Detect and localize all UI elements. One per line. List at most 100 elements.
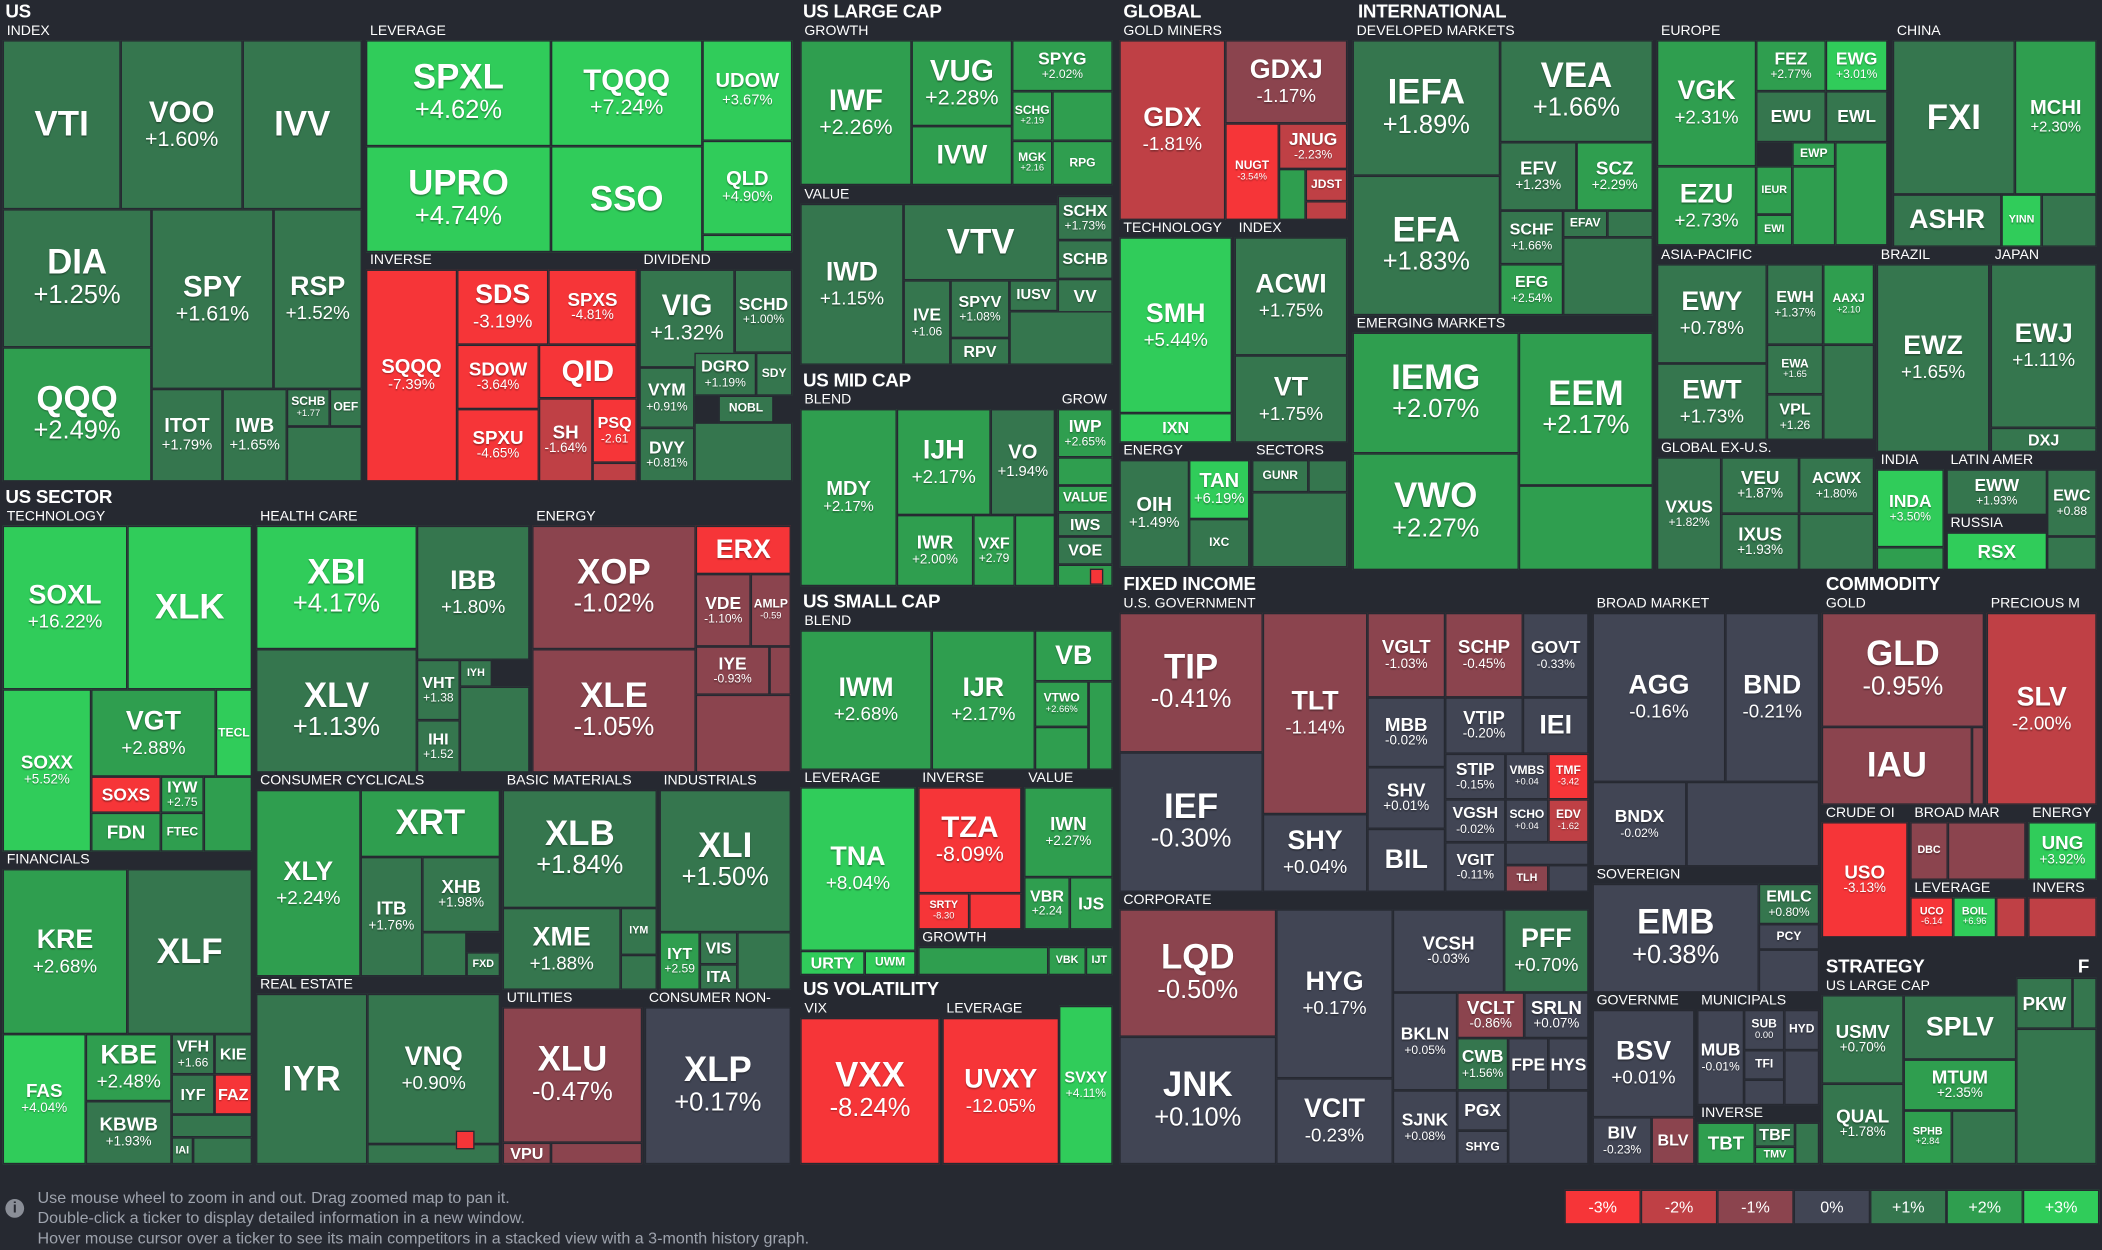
ticker-tile-xlu[interactable]: XLU -0.47% [502,1007,643,1143]
ticker-tile-ijs[interactable]: IJS [1069,877,1113,930]
ticker-tile-ung[interactable]: UNG +3.92% [2028,822,2097,880]
ticker-tile-boil[interactable]: BOIL +6.96 [1953,897,1997,938]
ticker-tile-sqqq[interactable]: SQQQ -7.39% [365,269,458,482]
ticker-tile-bkln[interactable]: BKLN +0.05% [1392,992,1458,1091]
ticker-tile-vglt[interactable]: VGLT -1.03% [1367,612,1446,698]
ticker-tile-vgsh[interactable]: VGSH -0.02% [1445,799,1506,843]
ticker-tile-yinn[interactable]: YINN [2001,194,2042,247]
ticker-tile-ijh[interactable]: IJH +2.17% [896,409,991,516]
ticker-tile-sds[interactable]: SDS -3.19% [457,269,549,345]
ticker-tile-xbi[interactable]: XBI +4.17% [256,525,417,650]
ticker-tile-ief[interactable]: IEF -0.30% [1119,752,1263,892]
ticker-tile-soxx[interactable]: SOXX +5.52% [2,689,92,852]
ticker-tile-mchi[interactable]: MCHI +2.30% [2014,40,2097,195]
ticker-tile-tmf[interactable]: TMF -3.42 [1548,753,1589,800]
ticker-tile-agg[interactable]: AGG -0.16% [1592,612,1726,782]
ticker-tile-shv[interactable]: SHV +0.01% [1367,767,1446,829]
ticker-tile-vtwo[interactable]: VTWO +2.66% [1034,681,1089,727]
ticker-tile-ive[interactable]: IVE +1.06 [903,280,951,365]
ticker-tile-fez[interactable]: FEZ +2.77% [1756,40,1826,92]
ticker-tile-slv[interactable]: SLV -2.00% [1986,612,2097,805]
ticker-tile-tip[interactable]: TIP -0.41% [1119,612,1263,753]
ticker-tile-xlf[interactable]: XLF [127,869,253,1035]
ticker-tile-efa[interactable]: EFA +1.83% [1352,175,1501,316]
ticker-tile-govt[interactable]: GOVT -0.33% [1522,612,1589,698]
ticker-tile-dia[interactable]: DIA +1.25% [2,209,152,348]
ticker-tile-qual[interactable]: QUAL +1.78% [1821,1083,1904,1165]
ticker-tile-qld[interactable]: QLD +4.90% [702,140,793,235]
ticker-tile-ewh[interactable]: EWH +1.37% [1766,264,1824,345]
ticker-tile-upro[interactable]: UPRO +4.74% [365,146,551,253]
ticker-tile-vxf[interactable]: VXF +2.79 [973,515,1015,587]
ticker-tile-vxx[interactable]: VXX -8.24% [800,1017,940,1165]
ticker-tile-kbwb[interactable]: KBWB +1.93% [85,1101,172,1165]
ticker-tile-qqq[interactable]: QQQ +2.49% [2,347,152,482]
ticker-tile-fdn[interactable]: FDN [91,812,161,852]
ticker-tile-ezu[interactable]: EZU +2.73% [1656,166,1757,246]
ticker-tile-ewi[interactable]: EWI [1756,214,1793,246]
ticker-tile-tza[interactable]: TZA -8.09% [918,787,1022,894]
ticker-tile-soxl[interactable]: SOXL +16.22% [2,525,128,690]
ticker-tile-stip[interactable]: STIP -0.15% [1445,753,1506,800]
ticker-tile-ewc[interactable]: EWC +0.88 [2047,469,2097,537]
legend-cell[interactable]: +3% [2022,1189,2100,1225]
ticker-tile-iwd[interactable]: IWD +1.15% [800,203,904,365]
ticker-tile-ftec[interactable]: FTEC [160,812,204,852]
ticker-tile-oih[interactable]: OIH +1.49% [1119,460,1190,568]
ticker-tile-xlk[interactable]: XLK [127,525,253,690]
ticker-tile-rpg[interactable]: RPG [1052,140,1113,186]
ticker-tile-tmv[interactable]: TMV [1754,1146,1796,1165]
ticker-tile-vcsh[interactable]: VCSH -0.03% [1392,909,1505,993]
ticker-tile-ewy[interactable]: EWY +0.78% [1656,264,1767,364]
ticker-tile-hyg[interactable]: HYG +0.17% [1276,909,1393,1079]
ticker-tile-vig[interactable]: VIG +1.32% [639,269,735,368]
ticker-tile-faz[interactable]: FAZ [214,1074,253,1115]
ticker-tile-ewj[interactable]: EWJ +1.11% [1990,264,2097,428]
ticker-tile-jnug[interactable]: JNUG -2.23% [1278,123,1348,169]
ticker-tile-spxl[interactable]: SPXL +4.62% [365,40,551,147]
ticker-tile-emlc[interactable]: EMLC +0.80% [1758,883,1820,925]
ticker-tile-mdy[interactable]: MDY +2.17% [800,409,897,587]
ticker-tile-schf[interactable]: SCHF +1.66% [1500,210,1564,265]
ticker-tile-vde[interactable]: VDE -1.10% [695,574,751,647]
ticker-tile-vti[interactable]: VTI [2,40,121,210]
ticker-tile-vbr[interactable]: VBR +2.24 [1024,877,1070,930]
ticker-tile-kre[interactable]: KRE +2.68% [2,869,128,1035]
ticker-tile-fpe[interactable]: FPE [1508,1038,1549,1091]
ticker-tile-pff[interactable]: PFF +0.70% [1504,909,1589,993]
ticker-tile-iws[interactable]: IWS [1057,512,1113,537]
legend-cell[interactable]: +1% [1870,1189,1947,1225]
ticker-tile-ivw[interactable]: IVW [911,126,1013,186]
ticker-tile-blv[interactable]: BLV [1651,1117,1695,1165]
ticker-tile-splv[interactable]: SPLV [1903,995,2017,1060]
ticker-tile-iyr[interactable]: IYR [256,993,368,1165]
ticker-tile-eem[interactable]: EEM +2.17% [1518,332,1653,486]
ticker-tile-lqd[interactable]: LQD -0.50% [1119,909,1277,1037]
legend-cell[interactable]: 0% [1793,1189,1871,1225]
ticker-tile-usmv[interactable]: USMV +0.70% [1821,995,1904,1084]
ticker-tile-sub[interactable]: SUB 0.00 [1744,1009,1785,1051]
ticker-tile-kie[interactable]: KIE [214,1034,253,1075]
ticker-tile-ieur[interactable]: IEUR [1756,166,1793,215]
ticker-tile-vis[interactable]: VIS [699,932,738,965]
ticker-tile-xli[interactable]: XLI +1.50% [659,789,791,933]
ticker-tile-vclt[interactable]: VCLT -0.86% [1457,992,1525,1039]
ticker-tile-mtum[interactable]: MTUM +2.35% [1903,1059,2017,1111]
ticker-tile-kbe[interactable]: KBE +2.48% [85,1034,172,1102]
ticker-tile-shy[interactable]: SHY +0.04% [1262,814,1368,892]
ticker-tile-nugt[interactable]: NUGT -3.54% [1225,123,1279,220]
ticker-tile-ewa[interactable]: EWA +1.65 [1766,344,1824,395]
ticker-tile-sphb[interactable]: SPHB +2.84 [1903,1110,1952,1165]
ticker-tile-ashr[interactable]: ASHR [1892,194,2002,247]
legend-cell[interactable]: -3% [1564,1189,1641,1225]
ticker-tile-hyd[interactable]: HYD [1784,1009,1820,1051]
ticker-tile-iwb[interactable]: IWB +1.65% [222,388,287,482]
ticker-tile-biv[interactable]: BIV -0.23% [1592,1117,1652,1165]
ticker-tile-ewz[interactable]: EWZ +1.65% [1876,264,1990,452]
ticker-tile-iyw[interactable]: IYW +2.75 [160,776,204,813]
ticker-tile-vnq[interactable]: VNQ +0.90% [367,993,501,1145]
ticker-tile-iwf[interactable]: IWF +2.26% [800,40,912,186]
ticker-tile-vgt[interactable]: VGT +2.88% [91,689,216,777]
ticker-tile-sh[interactable]: SH -1.64% [538,398,593,482]
ticker-tile-uso[interactable]: USO -3.13% [1821,822,1908,938]
